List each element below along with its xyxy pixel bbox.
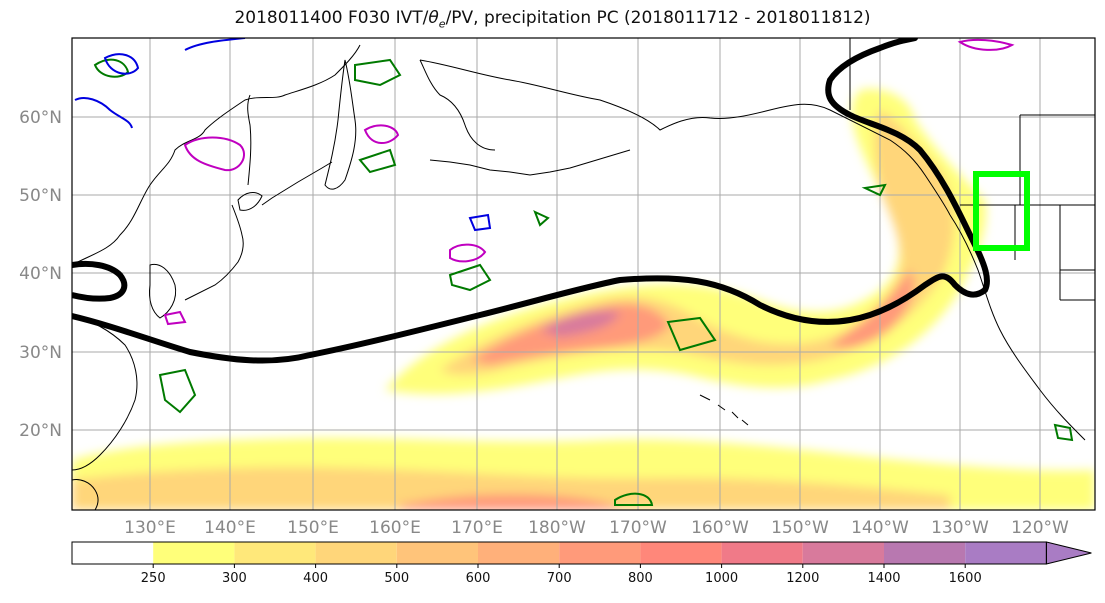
colorbar-segment bbox=[721, 542, 803, 564]
colorbar-segment bbox=[396, 542, 478, 564]
lon-label-150w: 150°W bbox=[771, 518, 829, 538]
map-frame bbox=[71, 37, 1096, 511]
ivt-band-1200 bbox=[540, 310, 620, 337]
theta-e-contour-8 bbox=[1053, 423, 1074, 442]
coastline-korea bbox=[149, 263, 177, 319]
ivt-band-250 bbox=[385, 88, 986, 395]
coastline-china-south bbox=[72, 314, 138, 471]
coastline-hokkaido bbox=[237, 192, 263, 211]
theta-e-contours bbox=[93, 58, 1074, 506]
theta-e-contour-4 bbox=[158, 368, 197, 414]
ivt-band-south-700 bbox=[400, 494, 620, 510]
colorbar: 250 300 400 500 600 700 800 1000 1200 1400 1600 bbox=[71, 541, 1092, 586]
colorbar-tick-label: 300 bbox=[222, 571, 247, 586]
colorbar-segment bbox=[640, 542, 722, 564]
theta-e-contour-9 bbox=[861, 183, 887, 197]
lat-label-20n: 20°N bbox=[19, 421, 62, 441]
colorbar-tick-label: 1000 bbox=[705, 571, 738, 586]
colorbar-tick-label: 500 bbox=[384, 571, 409, 586]
coastline-kamchatka bbox=[324, 59, 357, 190]
theta-e-contour-7 bbox=[93, 58, 130, 78]
coastline-na-west bbox=[949, 214, 1086, 441]
graticule bbox=[72, 38, 1095, 510]
lon-label-160w: 160°W bbox=[691, 518, 749, 538]
pv-contour-magenta-2 bbox=[449, 243, 487, 263]
colorbar-segment bbox=[478, 542, 560, 564]
colorbar-segment bbox=[802, 542, 884, 564]
colorbar-extend-arrow bbox=[1045, 541, 1092, 565]
coastline-philippines bbox=[72, 479, 99, 510]
map-plot-area bbox=[72, 38, 1095, 510]
coastline-aleutians bbox=[429, 149, 631, 176]
border-canada-provinces bbox=[1019, 114, 1095, 205]
pv-contour-magenta-5 bbox=[163, 310, 187, 326]
lon-label-150e: 150°E bbox=[287, 518, 339, 538]
colorbar-tick-label: 600 bbox=[466, 571, 491, 586]
border-us-states bbox=[1014, 205, 1095, 301]
colorbar-segment-under bbox=[72, 542, 154, 564]
highlight-box bbox=[973, 171, 1030, 251]
colorbar-tick-label: 250 bbox=[141, 571, 166, 586]
colorbar-tick-label: 400 bbox=[303, 571, 328, 586]
lat-label-40n: 40°N bbox=[19, 264, 62, 284]
coastline-kuril bbox=[261, 161, 333, 206]
lon-label-130w: 130°W bbox=[931, 518, 989, 538]
lon-label-130e: 130°E bbox=[124, 518, 176, 538]
coastline-asia bbox=[72, 44, 361, 266]
ivt-threshold-contour-asia bbox=[72, 260, 128, 302]
coastline-japan bbox=[184, 204, 244, 301]
colorbar-tick-label: 1600 bbox=[949, 571, 982, 586]
lon-label-160e: 160°E bbox=[369, 518, 421, 538]
theta-e-contour-1 bbox=[354, 58, 402, 87]
lon-label-140e: 140°E bbox=[204, 518, 256, 538]
lat-label-50n: 50°N bbox=[19, 186, 62, 206]
theta-e-contour-2 bbox=[358, 148, 397, 174]
coastline-hawaii bbox=[699, 394, 749, 426]
coastlines bbox=[72, 38, 1095, 510]
ivt-band-700b bbox=[830, 270, 914, 348]
colorbar-segment bbox=[234, 542, 316, 564]
colorbar-tick-label: 800 bbox=[628, 571, 653, 586]
latitude-labels: 60°N 50°N 40°N 30°N 20°N bbox=[19, 108, 62, 441]
pv-contour-magenta-3 bbox=[363, 124, 400, 144]
ivt-threshold-contour bbox=[72, 38, 990, 364]
lon-label-120w: 120°W bbox=[1011, 518, 1069, 538]
coastline-alaska bbox=[419, 59, 951, 216]
theta-e-contour-6 bbox=[614, 492, 654, 506]
colorbar-tick-label: 1400 bbox=[867, 571, 900, 586]
lon-label-140w: 140°W bbox=[851, 518, 909, 538]
colorbar-segment bbox=[315, 542, 397, 564]
lon-label-170w: 170°W bbox=[609, 518, 667, 538]
colorbar-segment bbox=[884, 542, 966, 564]
lon-label-170e: 170°E bbox=[451, 518, 503, 538]
longitude-labels: 130°E 140°E 150°E 160°E 170°E 180°W 170°… bbox=[124, 518, 1069, 538]
colorbar-segment bbox=[965, 542, 1047, 564]
lat-label-30n: 30°N bbox=[19, 343, 62, 363]
theta-e-contour-10 bbox=[533, 210, 550, 227]
lat-label-60n: 60°N bbox=[19, 108, 62, 128]
ivt-band-south-400 bbox=[72, 467, 950, 510]
theta-e-contour-5 bbox=[666, 316, 717, 352]
colorbar-tick-label: 700 bbox=[547, 571, 572, 586]
colorbar-segment bbox=[153, 542, 235, 564]
pv-contour-blue-2 bbox=[74, 97, 133, 129]
map-title: 2018011400 F030 IVT/θe/PV, precipitation… bbox=[234, 8, 871, 31]
pv-contour-blue-3 bbox=[103, 53, 140, 75]
ivt-shading bbox=[72, 88, 1095, 510]
coastline-bering bbox=[419, 59, 496, 151]
pv-contour-blue-4 bbox=[468, 213, 492, 232]
pv-contour-magenta-1 bbox=[183, 136, 245, 172]
colorbar-tick-label: 1200 bbox=[786, 571, 819, 586]
theta-e-contour-3 bbox=[448, 263, 492, 292]
coastline-sakhalin bbox=[247, 94, 252, 186]
pv-contours bbox=[74, 38, 1015, 326]
pv-contour-magenta-4 bbox=[957, 38, 1015, 51]
colorbar-segment bbox=[559, 542, 641, 564]
lon-label-180w: 180°W bbox=[528, 518, 586, 538]
